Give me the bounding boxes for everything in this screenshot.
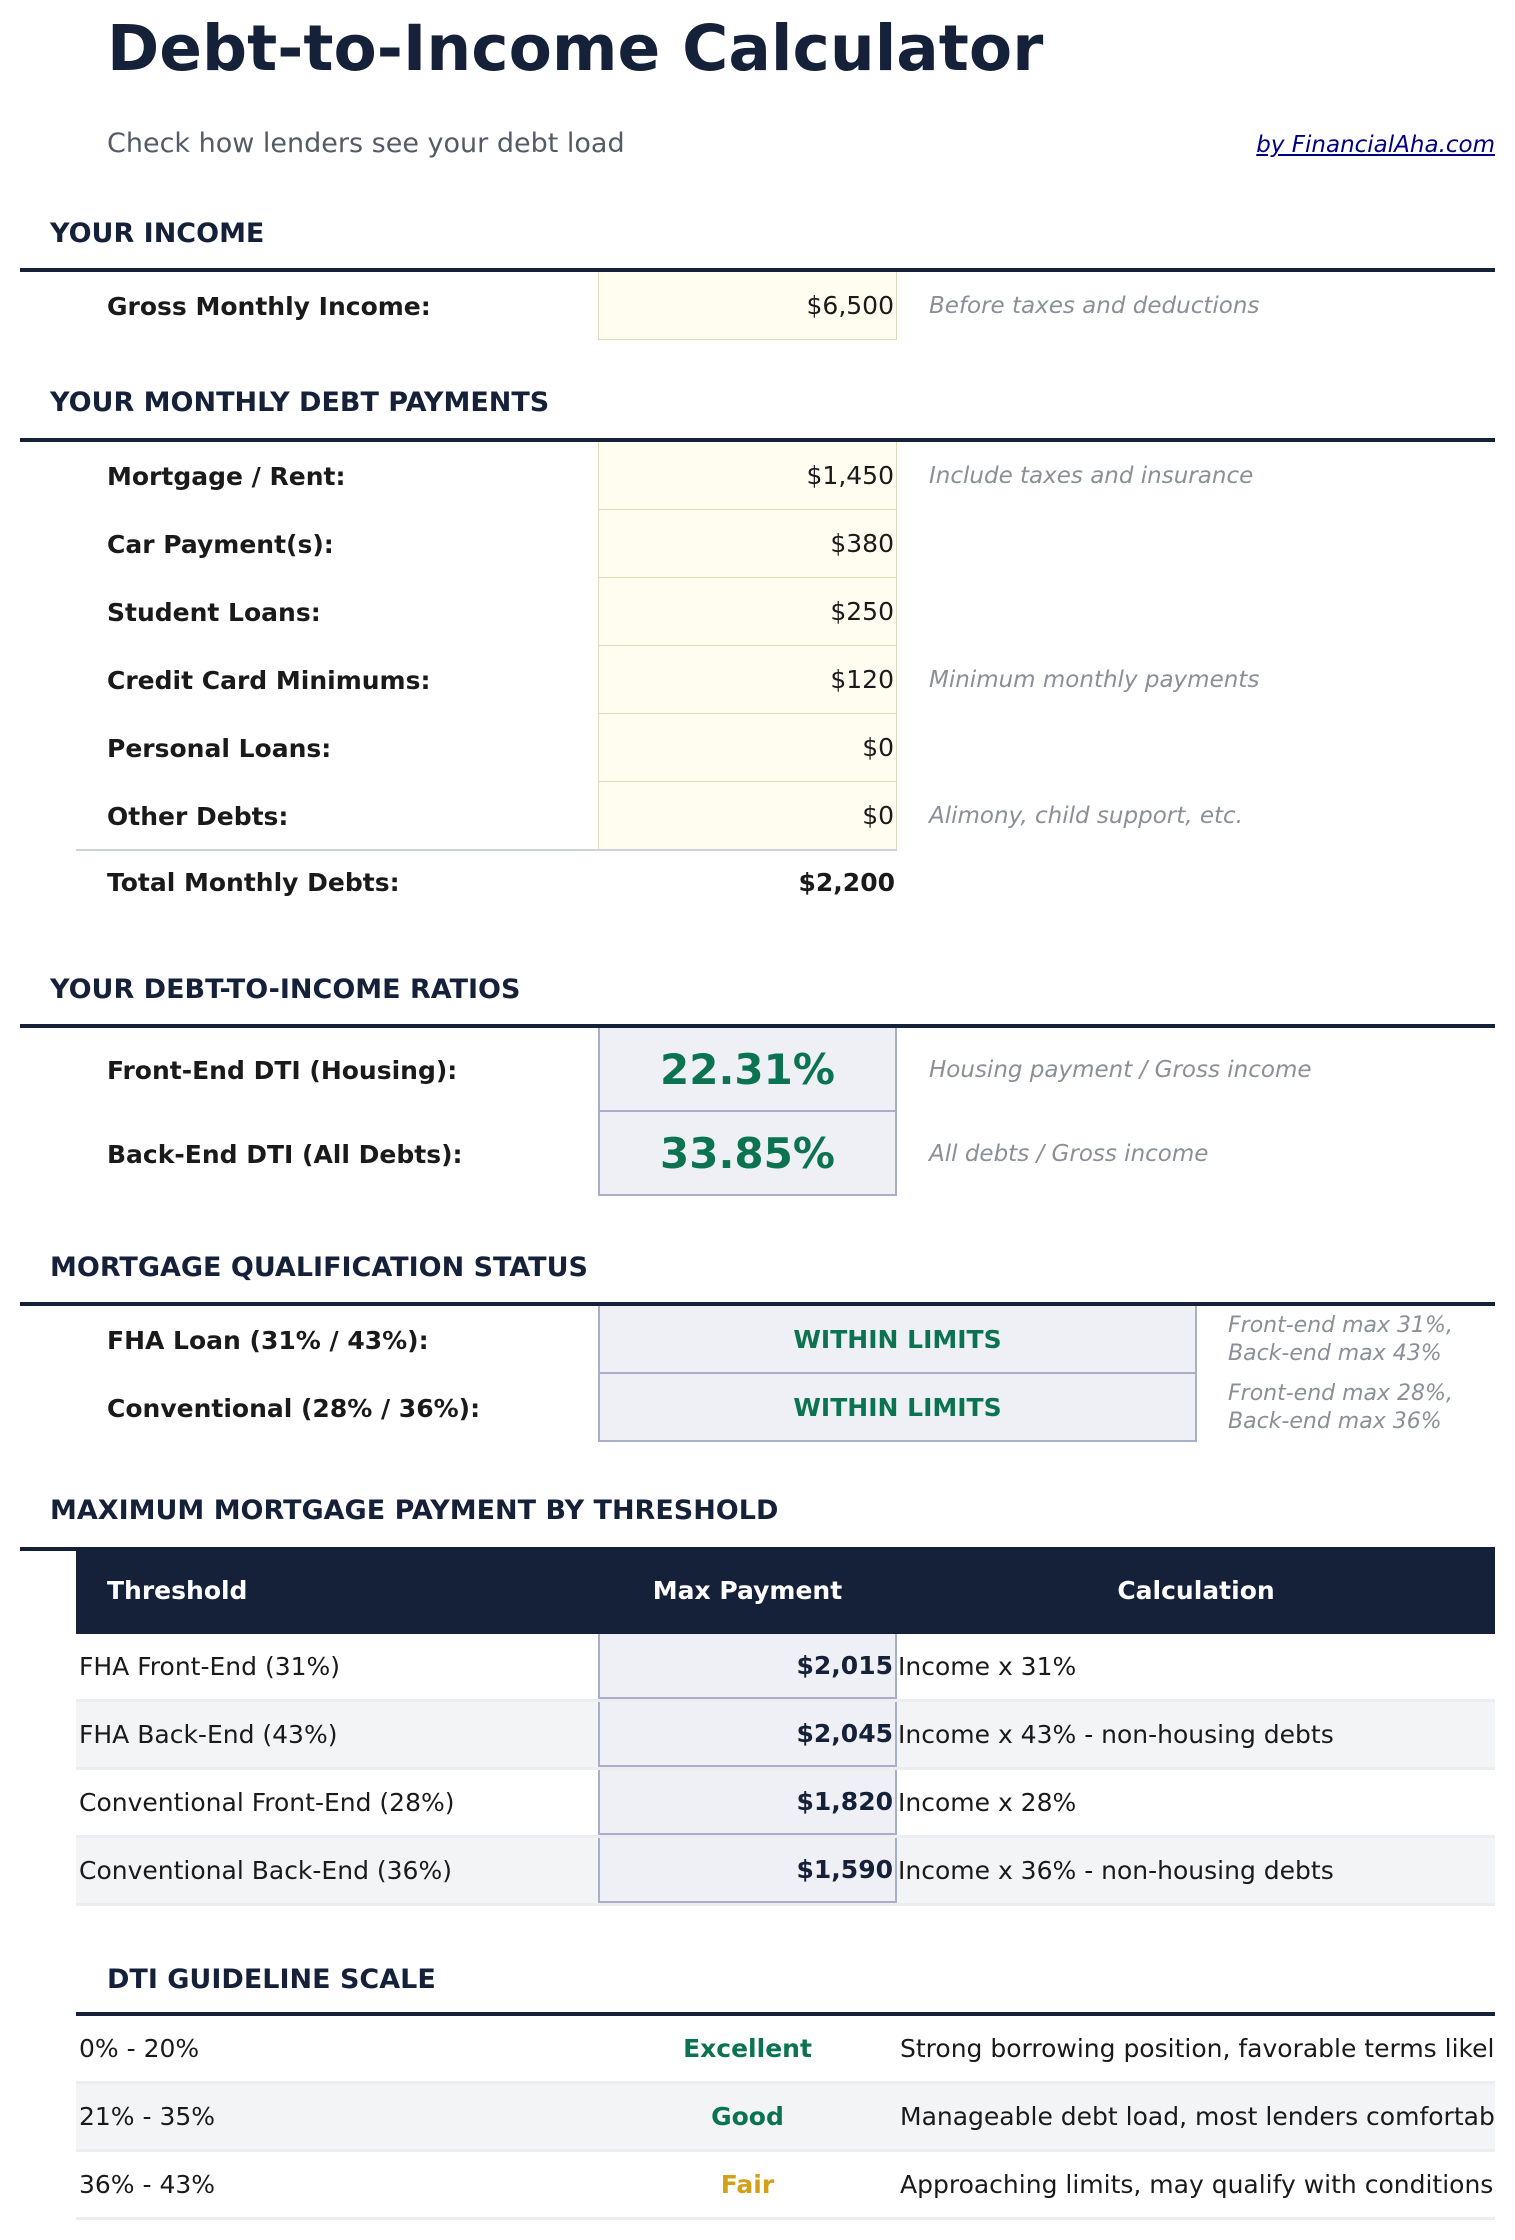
debt-input[interactable]: $120 [598, 646, 897, 714]
ratio-note: All debts / Gross income [929, 1141, 1209, 1167]
calculation-cell: Income x 36% - non-housing debts [898, 1856, 1334, 1885]
calculation-cell: Income x 31% [898, 1652, 1077, 1681]
debt-row: Student Loans: $250 [0, 578, 1495, 646]
rating-cell: Good [711, 2102, 784, 2131]
max-payment-cell: $2,045 [598, 1702, 897, 1767]
qualification-note: Front-end max 28%, Back-end max 36% [1228, 1374, 1453, 1442]
debt-note: Minimum monthly payments [929, 667, 1260, 693]
scale-row: 0% - 20% Excellent Strong borrowing posi… [76, 2016, 1495, 2084]
max-payment-cell: $1,820 [598, 1770, 897, 1835]
debt-row: Car Payment(s): $380 [0, 510, 1495, 578]
debt-input[interactable]: $250 [598, 578, 897, 646]
section-title-ratios: YOUR DEBT-TO-INCOME RATIOS [50, 974, 521, 1005]
calculation-cell: Income x 28% [898, 1788, 1077, 1817]
range-cell: 0% - 20% [79, 2034, 200, 2063]
debt-input[interactable]: $1,450 [598, 442, 897, 510]
qualification-note-line: Back-end max 43% [1228, 1341, 1442, 1366]
debt-label: Personal Loans: [107, 733, 332, 763]
status-badge: WITHIN LIMITS [598, 1306, 1197, 1374]
debt-input[interactable]: $0 [598, 782, 897, 850]
qualification-label: Conventional (28% / 36%): [107, 1393, 481, 1423]
brand-link[interactable]: by FinancialAha.com [1256, 132, 1495, 158]
range-cell: 36% - 43% [79, 2170, 216, 2199]
threshold-cell: FHA Front-End (31%) [79, 1652, 341, 1681]
section-divider [20, 438, 1495, 442]
gross-income-input[interactable]: $6,500 [598, 272, 897, 340]
description-cell: Strong borrowing position, favorable ter… [900, 2034, 1495, 2063]
page-title: Debt-to-Income Calculator [107, 12, 1044, 85]
section-divider [76, 2012, 1495, 2016]
status-badge: WITHIN LIMITS [598, 1374, 1197, 1442]
ratio-label: Back-End DTI (All Debts): [107, 1139, 463, 1169]
qualification-row: Conventional (28% / 36%): WITHIN LIMITS … [0, 1374, 1495, 1442]
section-title-qualification: MORTGAGE QUALIFICATION STATUS [50, 1252, 588, 1283]
ratio-label: Front-End DTI (Housing): [107, 1055, 458, 1085]
qualification-note-line: Front-end max 31%, [1228, 1313, 1453, 1338]
section-title-income: YOUR INCOME [50, 218, 265, 249]
debt-label: Credit Card Minimums: [107, 665, 431, 695]
total-row: Total Monthly Debts: $2,200 [0, 848, 1495, 916]
debt-row: Other Debts: $0 Alimony, child support, … [0, 782, 1495, 850]
income-row: Gross Monthly Income: $6,500 Before taxe… [0, 272, 1495, 340]
range-cell: 21% - 35% [79, 2102, 216, 2131]
income-note: Before taxes and deductions [929, 293, 1260, 319]
debt-label: Car Payment(s): [107, 529, 334, 559]
qualification-note-line: Back-end max 36% [1228, 1409, 1442, 1434]
debt-row: Mortgage / Rent: $1,450 Include taxes an… [0, 442, 1495, 510]
ratio-row: Front-End DTI (Housing): 22.31% Housing … [0, 1028, 1495, 1112]
ratio-row: Back-End DTI (All Debts): 33.85% All deb… [0, 1112, 1495, 1196]
section-divider [20, 1302, 1495, 1306]
debt-note: Alimony, child support, etc. [929, 803, 1243, 829]
ratio-note: Housing payment / Gross income [929, 1057, 1312, 1083]
qualification-row: FHA Loan (31% / 43%): WITHIN LIMITS Fron… [0, 1306, 1495, 1374]
max-payment-cell: $2,015 [598, 1634, 897, 1699]
column-header-calculation: Calculation [1117, 1576, 1275, 1605]
max-payment-cell: $1,590 [598, 1838, 897, 1903]
section-title-scale: DTI GUIDELINE SCALE [107, 1964, 436, 1995]
debt-note: Include taxes and insurance [929, 463, 1254, 489]
scale-row: 36% - 43% Fair Approaching limits, may q… [76, 2152, 1495, 2220]
debt-row: Personal Loans: $0 [0, 714, 1495, 782]
ratio-value: 22.31% [598, 1028, 897, 1112]
threshold-cell: FHA Back-End (43%) [79, 1720, 338, 1749]
threshold-cell: Conventional Front-End (28%) [79, 1788, 455, 1817]
qualification-label: FHA Loan (31% / 43%): [107, 1325, 429, 1355]
debt-label: Student Loans: [107, 597, 321, 627]
description-cell: Approaching limits, may qualify with con… [900, 2170, 1494, 2199]
table-header: Threshold Max Payment Calculation [76, 1547, 1495, 1634]
section-title-max-payment: MAXIMUM MORTGAGE PAYMENT BY THRESHOLD [50, 1495, 779, 1526]
scale-row: 21% - 35% Good Manageable debt load, mos… [76, 2084, 1495, 2152]
total-divider [76, 849, 897, 851]
section-title-debts: YOUR MONTHLY DEBT PAYMENTS [50, 387, 550, 418]
income-label: Gross Monthly Income: [107, 291, 431, 321]
total-label: Total Monthly Debts: [107, 867, 400, 897]
table-row: FHA Back-End (43%) $2,045 Income x 43% -… [76, 1702, 1495, 1770]
section-divider [20, 1547, 80, 1551]
debt-label: Other Debts: [107, 801, 289, 831]
column-header-threshold: Threshold [107, 1576, 248, 1605]
threshold-cell: Conventional Back-End (36%) [79, 1856, 452, 1885]
debt-label: Mortgage / Rent: [107, 461, 346, 491]
debt-input[interactable]: $0 [598, 714, 897, 782]
debt-input[interactable]: $380 [598, 510, 897, 578]
ratio-value: 33.85% [598, 1112, 897, 1196]
calculation-cell: Income x 43% - non-housing debts [898, 1720, 1334, 1749]
qualification-note: Front-end max 31%, Back-end max 43% [1228, 1306, 1453, 1374]
total-value: $2,200 [798, 867, 895, 897]
page-subtitle: Check how lenders see your debt load [107, 128, 625, 159]
table-row: Conventional Front-End (28%) $1,820 Inco… [76, 1770, 1495, 1838]
debt-row: Credit Card Minimums: $120 Minimum month… [0, 646, 1495, 714]
rating-cell: Excellent [683, 2034, 812, 2063]
column-header-max-payment: Max Payment [652, 1576, 843, 1605]
description-cell: Manageable debt load, most lenders comfo… [900, 2102, 1495, 2131]
table-row: Conventional Back-End (36%) $1,590 Incom… [76, 1838, 1495, 1906]
rating-cell: Fair [720, 2170, 775, 2199]
section-divider [20, 268, 1495, 272]
qualification-note-line: Front-end max 28%, [1228, 1381, 1453, 1406]
section-divider [20, 1024, 1495, 1028]
table-row: FHA Front-End (31%) $2,015 Income x 31% [76, 1634, 1495, 1702]
